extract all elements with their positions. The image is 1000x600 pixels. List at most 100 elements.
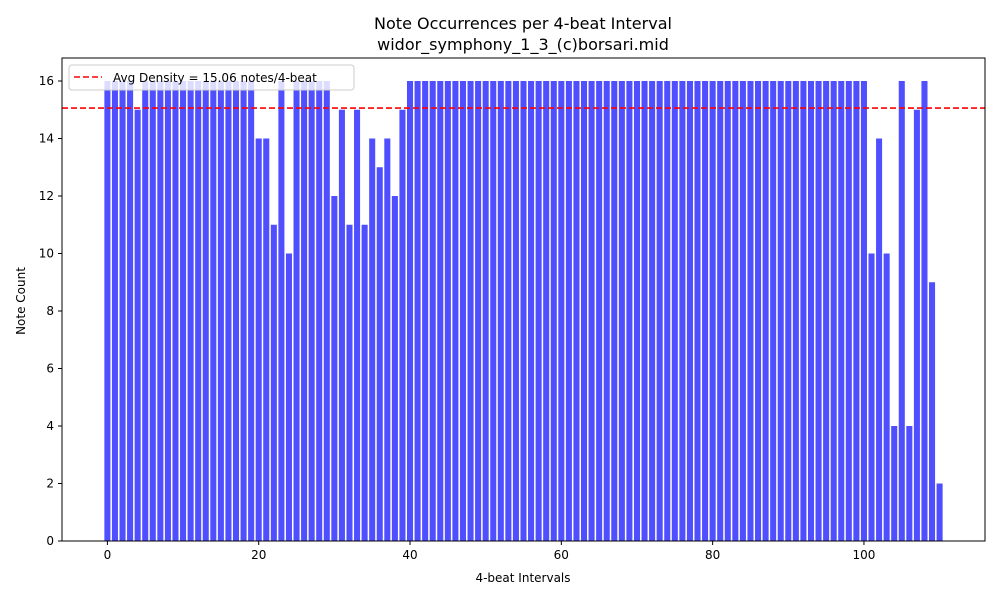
bar (815, 81, 822, 541)
bar (838, 81, 845, 541)
bar (921, 81, 928, 541)
x-axis-label: 4-beat Intervals (475, 571, 570, 585)
bar (686, 81, 693, 541)
bar (195, 81, 202, 541)
bar (369, 138, 376, 541)
bar (361, 224, 368, 541)
bar (338, 109, 345, 541)
bar (891, 426, 898, 541)
x-tick-label: 60 (554, 548, 569, 562)
bar (792, 81, 799, 541)
y-axis-label: Note Count (14, 267, 28, 335)
ticks-layer: 0 20 40 60 80 100 0 2 4 6 8 10 12 14 16 (39, 74, 876, 562)
axes-layer (61, 57, 986, 542)
bar (807, 81, 815, 541)
bar (664, 81, 671, 541)
bar (354, 109, 361, 541)
bar (467, 81, 474, 541)
chart-title: Note Occurrences per 4-beat Interval (374, 14, 672, 33)
bar (777, 81, 784, 541)
bar (853, 81, 860, 541)
bar (823, 81, 830, 541)
bar (747, 81, 754, 541)
bar (535, 81, 542, 541)
bars-layer (104, 81, 943, 541)
bar (172, 81, 179, 541)
y-tick-label: 0 (46, 534, 54, 548)
bar (558, 81, 565, 541)
bar (830, 81, 837, 541)
bar (898, 81, 905, 541)
bar (180, 81, 187, 541)
bar (732, 81, 739, 541)
bar (406, 81, 414, 541)
bar (883, 253, 890, 541)
y-tick-label: 8 (46, 304, 54, 318)
bar (860, 81, 867, 541)
bar (285, 253, 292, 541)
bar (202, 81, 209, 541)
y-tick-label: 14 (39, 132, 54, 146)
y-tick-label: 2 (46, 477, 54, 491)
bar (702, 81, 709, 541)
bar (475, 81, 482, 541)
bar (134, 109, 141, 541)
y-tick-label: 4 (46, 419, 54, 433)
x-tick-label: 80 (705, 548, 720, 562)
bar (520, 81, 527, 541)
bar (240, 81, 247, 541)
bar (679, 81, 686, 541)
bar (301, 81, 308, 541)
x-tick-label: 0 (104, 548, 112, 562)
bar (482, 81, 489, 541)
bar (323, 81, 330, 541)
bar (626, 81, 633, 541)
bar (225, 81, 232, 541)
y-tick-label: 12 (39, 189, 54, 203)
bar (936, 483, 943, 541)
bar (429, 81, 436, 541)
bar (119, 81, 126, 541)
bar (929, 282, 936, 541)
bar (490, 81, 497, 541)
bar (709, 81, 716, 541)
bar (565, 81, 572, 541)
bar (444, 81, 451, 541)
bar (603, 81, 610, 541)
bar (187, 81, 194, 541)
bar (800, 81, 807, 541)
bar (724, 81, 731, 541)
plot-frame (61, 57, 986, 542)
bar (762, 81, 769, 541)
bar (452, 81, 459, 541)
bar (913, 109, 920, 541)
bar (217, 81, 224, 541)
bar (543, 81, 550, 541)
bar (142, 81, 149, 541)
bar (293, 81, 300, 541)
x-tick-label: 100 (852, 548, 875, 562)
legend-box (68, 64, 355, 91)
bar (422, 81, 429, 541)
y-tick-label: 16 (39, 74, 54, 88)
bar (255, 138, 262, 541)
bar (618, 81, 625, 541)
bar (210, 81, 217, 541)
bar (376, 167, 383, 541)
bar (391, 196, 398, 541)
bar (316, 81, 323, 541)
bar (278, 81, 285, 541)
bar (573, 81, 580, 541)
bar (785, 81, 792, 541)
legend-label: Avg Density = 15.06 notes/4-beat (113, 71, 317, 85)
bar (263, 138, 270, 541)
bar (248, 81, 255, 541)
bar (528, 81, 535, 541)
x-tick-label: 20 (251, 548, 266, 562)
bar (111, 81, 118, 541)
bar (755, 81, 762, 541)
bar (459, 81, 466, 541)
bar (717, 81, 724, 541)
bar (346, 224, 353, 541)
